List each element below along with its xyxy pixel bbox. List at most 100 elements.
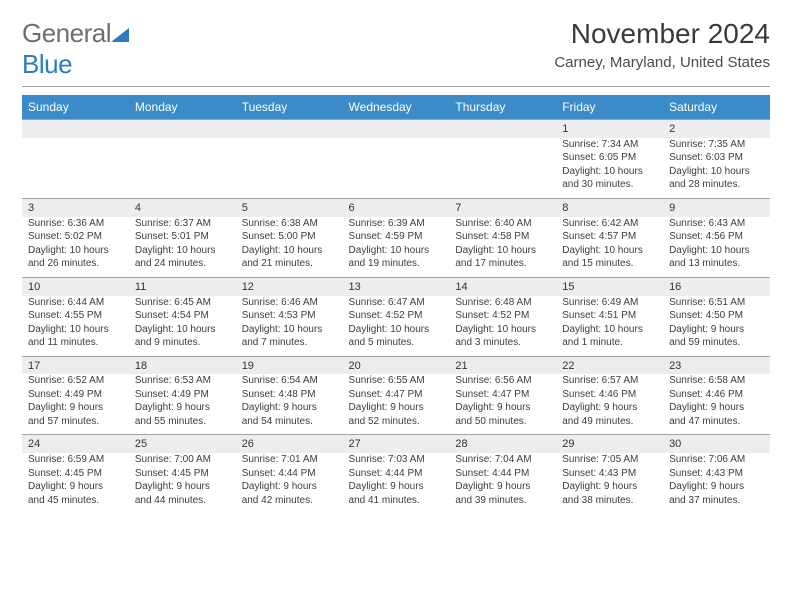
day-line: Daylight: 9 hours <box>135 401 230 415</box>
day-cell: Sunrise: 6:42 AMSunset: 4:57 PMDaylight:… <box>556 217 663 278</box>
day-line: and 7 minutes. <box>242 336 337 350</box>
day-number: 16 <box>663 277 770 295</box>
day-cell: Sunrise: 7:06 AMSunset: 4:43 PMDaylight:… <box>663 453 770 513</box>
day-line: and 47 minutes. <box>669 415 764 429</box>
day-number <box>343 120 450 138</box>
day-content-row: Sunrise: 6:59 AMSunset: 4:45 PMDaylight:… <box>22 453 770 513</box>
day-line: Sunset: 4:44 PM <box>455 467 550 481</box>
day-cell: Sunrise: 7:34 AMSunset: 6:05 PMDaylight:… <box>556 138 663 199</box>
day-line: Sunset: 4:49 PM <box>135 388 230 402</box>
day-cell: Sunrise: 6:43 AMSunset: 4:56 PMDaylight:… <box>663 217 770 278</box>
day-line: Daylight: 10 hours <box>242 323 337 337</box>
month-title: November 2024 <box>554 18 770 50</box>
day-line: Daylight: 9 hours <box>349 401 444 415</box>
day-line: Daylight: 9 hours <box>28 480 123 494</box>
day-line: Sunset: 5:02 PM <box>28 230 123 244</box>
day-line: and 50 minutes. <box>455 415 550 429</box>
day-cell: Sunrise: 6:53 AMSunset: 4:49 PMDaylight:… <box>129 374 236 435</box>
logo: General Blue <box>22 18 129 80</box>
day-number: 5 <box>236 198 343 216</box>
day-cell: Sunrise: 7:01 AMSunset: 4:44 PMDaylight:… <box>236 453 343 513</box>
day-line: Daylight: 9 hours <box>669 401 764 415</box>
day-content-row: Sunrise: 6:36 AMSunset: 5:02 PMDaylight:… <box>22 217 770 278</box>
day-cell: Sunrise: 6:45 AMSunset: 4:54 PMDaylight:… <box>129 296 236 357</box>
day-line: Sunset: 4:57 PM <box>562 230 657 244</box>
day-number: 12 <box>236 277 343 295</box>
day-number: 21 <box>449 356 556 374</box>
day-line: Sunset: 4:56 PM <box>669 230 764 244</box>
day-line: Sunrise: 7:00 AM <box>135 453 230 467</box>
day-line: Sunset: 6:03 PM <box>669 151 764 165</box>
day-line: Sunrise: 7:04 AM <box>455 453 550 467</box>
day-cell: Sunrise: 6:56 AMSunset: 4:47 PMDaylight:… <box>449 374 556 435</box>
day-number: 4 <box>129 198 236 216</box>
day-cell: Sunrise: 6:58 AMSunset: 4:46 PMDaylight:… <box>663 374 770 435</box>
day-line: Sunrise: 6:54 AM <box>242 374 337 388</box>
day-cell: Sunrise: 6:49 AMSunset: 4:51 PMDaylight:… <box>556 296 663 357</box>
day-cell <box>22 138 129 199</box>
header: General Blue November 2024 Carney, Maryl… <box>22 18 770 80</box>
day-cell: Sunrise: 7:04 AMSunset: 4:44 PMDaylight:… <box>449 453 556 513</box>
day-line: Daylight: 10 hours <box>669 165 764 179</box>
day-line: Daylight: 9 hours <box>455 480 550 494</box>
title-block: November 2024 Carney, Maryland, United S… <box>554 18 770 71</box>
day-line: Sunrise: 6:48 AM <box>455 296 550 310</box>
day-line: Sunrise: 6:55 AM <box>349 374 444 388</box>
day-line: and 45 minutes. <box>28 494 123 508</box>
day-header: Sunday <box>22 95 129 120</box>
day-cell: Sunrise: 7:35 AMSunset: 6:03 PMDaylight:… <box>663 138 770 199</box>
day-header: Wednesday <box>343 95 450 120</box>
day-cell: Sunrise: 6:55 AMSunset: 4:47 PMDaylight:… <box>343 374 450 435</box>
day-line: and 11 minutes. <box>28 336 123 350</box>
day-cell: Sunrise: 6:36 AMSunset: 5:02 PMDaylight:… <box>22 217 129 278</box>
day-number: 15 <box>556 277 663 295</box>
day-line: Daylight: 10 hours <box>562 165 657 179</box>
day-content-row: Sunrise: 6:52 AMSunset: 4:49 PMDaylight:… <box>22 374 770 435</box>
day-line: and 30 minutes. <box>562 178 657 192</box>
day-line: Sunrise: 6:42 AM <box>562 217 657 231</box>
day-number: 22 <box>556 356 663 374</box>
day-line: Sunrise: 6:46 AM <box>242 296 337 310</box>
day-line: Daylight: 10 hours <box>28 244 123 258</box>
day-number: 8 <box>556 198 663 216</box>
day-line: Sunset: 5:01 PM <box>135 230 230 244</box>
day-header: Monday <box>129 95 236 120</box>
day-line: Daylight: 10 hours <box>455 323 550 337</box>
day-line: Sunrise: 6:56 AM <box>455 374 550 388</box>
day-line: Sunrise: 7:35 AM <box>669 138 764 152</box>
day-number-row: 10111213141516 <box>22 277 770 295</box>
logo-text-gray: General <box>22 18 111 48</box>
day-line: Sunrise: 7:06 AM <box>669 453 764 467</box>
day-line: Sunset: 4:54 PM <box>135 309 230 323</box>
day-number-row: 12 <box>22 120 770 138</box>
day-number: 10 <box>22 277 129 295</box>
day-line: Daylight: 9 hours <box>135 480 230 494</box>
day-line: Sunset: 4:46 PM <box>669 388 764 402</box>
day-line: Sunset: 4:48 PM <box>242 388 337 402</box>
day-line: and 44 minutes. <box>135 494 230 508</box>
day-line: Daylight: 9 hours <box>28 401 123 415</box>
day-line: Sunrise: 7:03 AM <box>349 453 444 467</box>
day-line: Sunset: 4:45 PM <box>135 467 230 481</box>
day-line: Sunset: 4:59 PM <box>349 230 444 244</box>
day-line: Sunset: 5:00 PM <box>242 230 337 244</box>
day-line: and 57 minutes. <box>28 415 123 429</box>
day-number: 29 <box>556 435 663 453</box>
day-line: Sunset: 6:05 PM <box>562 151 657 165</box>
day-number: 30 <box>663 435 770 453</box>
day-number: 26 <box>236 435 343 453</box>
day-line: Daylight: 10 hours <box>242 244 337 258</box>
day-line: Sunset: 4:44 PM <box>349 467 444 481</box>
day-line: Daylight: 10 hours <box>135 244 230 258</box>
day-cell: Sunrise: 6:59 AMSunset: 4:45 PMDaylight:… <box>22 453 129 513</box>
day-line: Sunset: 4:49 PM <box>28 388 123 402</box>
day-line: Daylight: 10 hours <box>455 244 550 258</box>
day-line: Sunset: 4:52 PM <box>349 309 444 323</box>
day-line: Daylight: 9 hours <box>562 480 657 494</box>
day-line: and 49 minutes. <box>562 415 657 429</box>
day-header-row: Sunday Monday Tuesday Wednesday Thursday… <box>22 95 770 120</box>
day-number: 7 <box>449 198 556 216</box>
day-content-row: Sunrise: 6:44 AMSunset: 4:55 PMDaylight:… <box>22 296 770 357</box>
day-line: and 55 minutes. <box>135 415 230 429</box>
day-number: 27 <box>343 435 450 453</box>
